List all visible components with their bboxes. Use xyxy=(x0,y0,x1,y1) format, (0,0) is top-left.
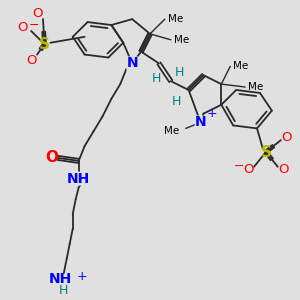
Text: +: + xyxy=(76,270,87,283)
Text: −: − xyxy=(234,160,244,173)
Text: H: H xyxy=(151,72,160,85)
Text: Me: Me xyxy=(168,14,183,24)
Text: H: H xyxy=(172,95,182,108)
Text: N: N xyxy=(126,56,138,70)
Text: O: O xyxy=(45,150,58,165)
Text: O: O xyxy=(243,163,253,176)
Text: Me: Me xyxy=(164,126,180,136)
Text: H: H xyxy=(175,66,184,79)
Text: N: N xyxy=(195,116,206,130)
Text: +: + xyxy=(207,107,218,120)
Text: NH: NH xyxy=(49,272,73,286)
Text: O: O xyxy=(32,7,42,20)
Text: Me: Me xyxy=(174,35,189,45)
Text: O: O xyxy=(26,54,36,67)
Text: H: H xyxy=(59,284,68,297)
Text: NH: NH xyxy=(67,172,90,186)
Text: O: O xyxy=(281,131,292,144)
Text: Me: Me xyxy=(248,82,263,92)
Text: O: O xyxy=(17,22,27,34)
Text: O: O xyxy=(278,163,289,176)
Text: S: S xyxy=(39,37,50,52)
Text: Me: Me xyxy=(233,61,248,71)
Text: −: − xyxy=(29,19,39,32)
Text: S: S xyxy=(260,145,272,160)
